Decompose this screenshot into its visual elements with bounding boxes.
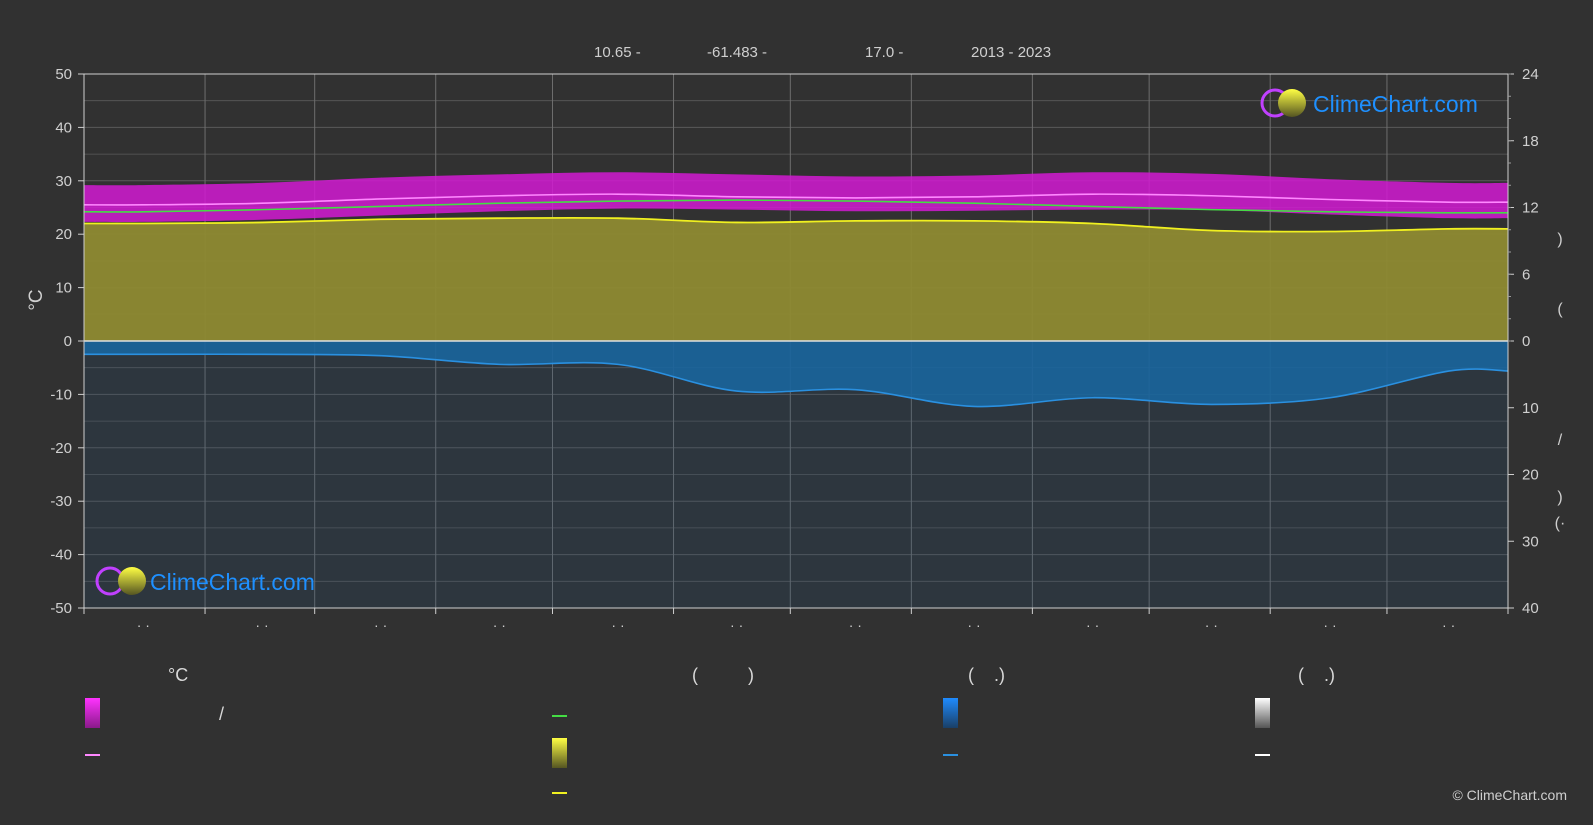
x-tick-label: · · (967, 617, 980, 633)
sunshine-swatch (552, 738, 567, 768)
y2-axis-label-char: / (1558, 432, 1563, 449)
y2-top-tick-label: 24 (1522, 66, 1539, 83)
legend-title-snow: ( .) (1298, 665, 1335, 685)
y-axis-label: °C (26, 289, 47, 310)
y2-bottom-tick-label: 10 (1522, 400, 1539, 417)
logo-sun-icon (118, 567, 146, 595)
rain-line-icon (943, 754, 958, 756)
copyright-credit: © ClimeChart.com (1452, 787, 1567, 803)
brand-logo-bottom: ClimeChart.com (95, 566, 315, 596)
y2-bottom-tick-label: 20 (1522, 467, 1539, 484)
x-tick-label: · · (611, 617, 624, 633)
x-tick-label: · · (730, 617, 743, 633)
x-tick-label: · · (255, 617, 268, 633)
sunshine-area (84, 217, 1508, 341)
y-tick-label: 0 (64, 333, 72, 350)
rain-background (84, 341, 1508, 608)
snow-line-icon (1255, 754, 1270, 756)
y2-bottom-tick-label: 40 (1522, 600, 1539, 617)
header-longitude: -61.483 - (707, 44, 767, 61)
y2-axis-label-char: ) (1557, 489, 1562, 506)
x-tick-label: · · (1442, 617, 1455, 633)
x-tick-label: · · (1205, 617, 1218, 633)
temperature-mean-line-icon (85, 754, 100, 756)
legend-title-temperature: °C (168, 665, 189, 685)
y2-bottom-tick-label: 30 (1522, 533, 1539, 550)
x-tick-label: · · (849, 617, 862, 633)
y-tick-label: -30 (50, 493, 72, 510)
axes: 50 40 30 20 10 0 -10 -20 -30 -40 -50 24 18 12 6 0 10 20 30… (50, 66, 1565, 633)
legend-title-rain: ( .) (968, 665, 1005, 685)
y2-top-tick-label: 12 (1522, 200, 1539, 217)
rain-line (84, 353, 1508, 408)
temperature-range-swatch (85, 698, 100, 728)
header-elevation: 17.0 - (865, 44, 903, 61)
y-tick-label: 50 (55, 66, 72, 83)
x-tick-label: · · (493, 617, 506, 633)
y2-top-tick-label: 0 (1522, 333, 1530, 350)
daylight-line-icon (552, 715, 567, 717)
y2-axis-label-char: ( (1557, 301, 1563, 318)
snow-swatch (1255, 698, 1270, 728)
y-tick-label: 10 (55, 280, 72, 297)
header-years: 2013 - 2023 (971, 44, 1051, 61)
sunshine-line-icon (552, 792, 567, 794)
x-tick-label: · · (1323, 617, 1336, 633)
y2-top-tick-label: 18 (1522, 133, 1539, 150)
y-tick-label: 30 (55, 173, 72, 190)
x-tick-label: · · (1086, 617, 1099, 633)
x-tick-label: · · (374, 617, 387, 633)
y2-axis-label-char: (· (1555, 515, 1566, 532)
y-tick-label: -10 (50, 386, 72, 403)
header-latitude: 10.65 - (594, 44, 641, 61)
y2-axis-label-char: ) (1557, 231, 1562, 248)
y2-top-tick-label: 6 (1522, 266, 1530, 283)
y-tick-label: -50 (50, 600, 72, 617)
rain-area (84, 341, 1508, 407)
y-tick-label: 40 (55, 119, 72, 136)
brand-logo-top: ClimeChart.com (1260, 88, 1478, 118)
y-tick-label: 20 (55, 226, 72, 243)
legend-temperature-range-text: / (219, 704, 225, 724)
logo-sun-icon (1278, 89, 1306, 117)
brand-name-bottom: ClimeChart.com (150, 569, 315, 595)
daylight-line (84, 199, 1508, 214)
sunshine-line (84, 216, 1508, 233)
legend-title-daylight: ( ) (692, 665, 754, 685)
y-tick-label: -20 (50, 440, 72, 457)
temperature-mean-line (84, 193, 1508, 206)
rain-swatch (943, 698, 958, 728)
x-tick-label: · · (137, 617, 150, 633)
y-tick-label: -40 (50, 547, 72, 564)
plot-area (84, 172, 1508, 608)
brand-name-top: ClimeChart.com (1313, 91, 1478, 117)
